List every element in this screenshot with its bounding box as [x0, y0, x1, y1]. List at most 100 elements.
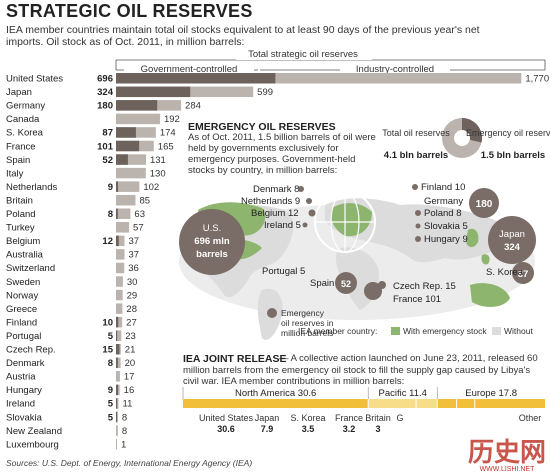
country-label: Australia	[6, 250, 44, 261]
bubble-spain	[335, 272, 357, 294]
header-government: Government-controlled	[141, 64, 238, 75]
bar-total	[116, 303, 123, 314]
joint-country-label: Britain	[365, 413, 391, 423]
total-value: 28	[126, 304, 137, 315]
header-total: Total strategic oil reserves	[248, 49, 358, 60]
total-reserves-label: Total oil reserves	[382, 128, 450, 138]
total-value: 599	[257, 87, 273, 98]
joint-country-value: 30.6	[217, 424, 235, 434]
total-value: 20	[125, 358, 136, 369]
reserve-pie: Total oil reserves 4.1 bln barrels Emerg…	[382, 117, 550, 161]
bubble-korea	[512, 262, 534, 284]
total-value: 174	[160, 128, 176, 139]
country-label: Belgium	[6, 236, 40, 247]
joint-country-label: France	[335, 413, 363, 423]
bubble-japan	[488, 216, 536, 264]
joint-region-label: North America 30.6	[235, 388, 316, 399]
joint-release-text: — A collective action launched on June 2…	[183, 353, 538, 387]
bar-government	[116, 73, 276, 84]
government-value: 8	[108, 209, 113, 220]
government-value: 10	[102, 317, 113, 328]
watermark-text: 历史网	[467, 438, 546, 468]
bar-total	[116, 289, 123, 301]
bar-government	[116, 86, 191, 98]
header-industry: Industry-controlled	[356, 64, 434, 75]
total-value: 11	[123, 399, 133, 410]
legend-without: Without	[504, 326, 533, 336]
bar-government	[116, 316, 119, 328]
country-label: Netherlands	[6, 182, 57, 193]
bar-total	[116, 371, 120, 382]
country-label: Germany	[6, 101, 45, 112]
bar-total	[116, 167, 146, 179]
country-label: Ireland	[6, 399, 35, 410]
bubble-france	[364, 282, 382, 300]
total-value: 23	[125, 331, 136, 342]
bar-total	[116, 398, 119, 409]
denmark-label: Denmark 8	[253, 184, 299, 195]
bar-total	[116, 194, 136, 206]
total-value: 63	[134, 209, 145, 220]
joint-country-label: United States	[199, 413, 254, 423]
bar-total	[116, 330, 122, 341]
government-value: 9	[108, 182, 113, 193]
joint-region-bar	[183, 399, 369, 408]
hungary-label: Hungary 9	[424, 234, 468, 245]
bar-total	[116, 73, 522, 84]
joint-region-label: Pacific 11.4	[379, 388, 427, 399]
country-label: Italy	[6, 168, 24, 179]
government-value: 12	[102, 236, 113, 247]
bar-government	[116, 154, 128, 165]
joint-region-bar	[368, 399, 438, 408]
joint-country-value: 3.2	[343, 424, 356, 434]
government-value: 101	[97, 141, 114, 152]
bar-government	[116, 235, 119, 247]
bubble-us	[179, 209, 245, 275]
government-value: 324	[97, 87, 114, 98]
total-value: 29	[127, 290, 138, 301]
bubble-us-label-2: 696 mln	[194, 236, 230, 247]
bubble-czech	[378, 281, 386, 289]
government-value: 5	[108, 399, 114, 410]
total-value: 8	[122, 426, 127, 437]
poland-label: Poland 8	[424, 208, 462, 219]
country-label: Britain	[6, 195, 33, 206]
bubble-spain-value: 52	[341, 279, 351, 289]
germany-label: Germany	[424, 196, 463, 207]
watermark-url: WWW.LISHI.NET	[479, 466, 535, 473]
finland-label: Finland 10	[421, 182, 465, 193]
total-value: 21	[125, 345, 136, 356]
emergency-bubbles: U.S. 696 mln barrels Japan 324 180 87 S.…	[179, 182, 536, 305]
bar-government	[116, 100, 158, 111]
government-value: 5	[108, 412, 114, 423]
joint-country-label: Other	[519, 413, 542, 423]
bubble-japan-value: 324	[504, 242, 521, 253]
country-label: Poland	[6, 209, 36, 220]
total-value: 165	[158, 141, 174, 152]
france-label: France 101	[393, 294, 441, 305]
total-value: 37	[128, 236, 139, 247]
bar-total	[116, 438, 117, 450]
bar-total	[116, 425, 118, 436]
bar-government	[116, 330, 118, 341]
joint-country-value: 3	[375, 424, 380, 434]
joint-region-label: Europe 17.8	[465, 388, 517, 399]
bar-government	[116, 384, 119, 396]
legend-with: With emergency stock	[403, 326, 487, 336]
map-legend: Emergency oil reserves in million barrel…	[267, 308, 533, 338]
government-value: 5	[108, 331, 114, 342]
emergency-reserves-value: 1.5 bln barrels	[481, 150, 545, 161]
joint-country-label: Japan	[255, 413, 280, 423]
country-label: Austria	[6, 372, 36, 383]
total-value: 130	[150, 168, 166, 179]
emergency-text: As of Oct. 2011, 1.5 billion barrels of …	[188, 132, 376, 176]
country-label: S. Korea	[6, 128, 44, 139]
government-value: 9	[108, 385, 113, 396]
page-title: STRATEGIC OIL RESERVES	[6, 1, 253, 21]
total-value: 192	[164, 114, 180, 125]
total-value: 30	[127, 277, 138, 288]
total-value: 131	[150, 155, 166, 166]
total-value: 102	[143, 182, 159, 193]
joint-release-chart: North America 30.6 Pacific 11.4 Europe 17.…	[182, 387, 545, 434]
